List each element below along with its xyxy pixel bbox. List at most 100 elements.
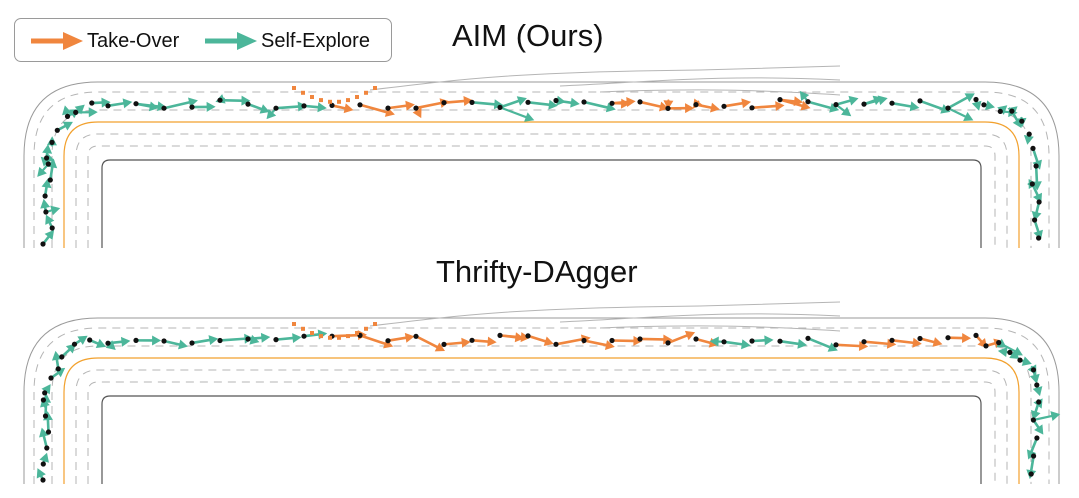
self-explore-arrow-head — [122, 98, 133, 109]
waypoint-marker — [413, 105, 419, 111]
take-over-arrow — [526, 334, 547, 343]
take-over-dot — [337, 335, 341, 340]
self-explore-arrow-head — [1021, 356, 1032, 366]
waypoint-marker — [945, 105, 951, 111]
waypoint-marker — [749, 338, 755, 344]
waypoint-marker — [917, 335, 923, 342]
take-over-arrow-head — [858, 341, 869, 352]
self-explore-arrow-head — [1032, 386, 1043, 397]
waypoint-marker — [245, 336, 251, 342]
self-explore-arrow-head — [266, 109, 277, 120]
self-explore-arrow-head — [62, 105, 72, 116]
self-explore-arrow-head — [317, 102, 327, 113]
take-over-arrow — [442, 99, 466, 105]
road-outer-edge — [23, 81, 1060, 248]
lane-divider — [33, 327, 1050, 484]
take-over-arrow — [638, 100, 662, 108]
self-explore-arrow-head — [829, 102, 840, 113]
self-explore-arrow-head — [41, 178, 52, 189]
waypoint-marker — [45, 161, 51, 167]
self-explore-arrow-head — [516, 96, 527, 106]
waypoint-marker — [1036, 199, 1042, 205]
self-explore-arrow — [946, 106, 967, 118]
waypoint-marker — [1036, 399, 1042, 405]
self-explore-arrow — [498, 99, 520, 109]
waypoint-marker — [721, 339, 727, 345]
road-inner-edge — [101, 395, 982, 484]
take-over-arrow-icon — [31, 32, 83, 50]
waypoint-marker — [441, 100, 447, 106]
waypoint-marker — [693, 102, 699, 108]
waypoint-marker — [42, 413, 49, 419]
self-explore-arrow-head — [1023, 134, 1034, 145]
take-over-arrow — [414, 101, 442, 110]
self-explore-arrow-head — [1050, 411, 1061, 421]
self-explore-arrow — [274, 105, 300, 110]
self-explore-arrow — [218, 337, 246, 342]
waypoint-marker — [983, 343, 989, 349]
waypoint-marker — [87, 337, 93, 343]
self-explore-arrow-head — [42, 144, 53, 154]
take-over-arrow-head — [685, 103, 695, 114]
self-explore-arrow-head — [963, 111, 974, 121]
self-explore-arrow-head — [50, 205, 61, 216]
waypoint-marker — [44, 445, 50, 451]
waypoint-marker — [217, 97, 223, 103]
ramp-line — [369, 65, 841, 91]
waypoint-marker — [1009, 108, 1015, 114]
waypoint-marker — [54, 127, 60, 133]
take-over-dot — [373, 322, 377, 326]
self-explore-arrow-head — [259, 104, 270, 114]
waypoint-marker — [637, 99, 643, 105]
take-over-arrow-head — [663, 100, 674, 110]
self-explore-arrow — [1032, 414, 1053, 422]
legend: Take-Over Self-Explore — [14, 18, 392, 62]
self-explore-arrow-head — [797, 338, 807, 349]
waypoint-marker — [45, 429, 52, 435]
self-explore-arrow-head — [1034, 424, 1044, 435]
take-over-arrow — [442, 341, 464, 346]
take-over-arrow — [582, 339, 608, 347]
waypoint-marker — [49, 139, 55, 145]
take-over-arrow — [666, 334, 689, 345]
track-panel-1 — [23, 301, 1061, 484]
waypoint-marker — [161, 105, 167, 111]
waypoint-marker — [133, 337, 139, 343]
self-explore-arrow-icon — [205, 32, 257, 50]
waypoint-marker — [105, 340, 111, 346]
lane-divider — [51, 345, 1032, 484]
take-over-arrow — [890, 338, 915, 345]
ramp-line — [599, 89, 841, 96]
waypoint-marker — [861, 101, 867, 107]
self-explore-arrow-head — [909, 101, 920, 112]
self-explore-arrow-head — [40, 198, 51, 209]
take-over-dot — [337, 99, 341, 104]
waypoint-marker — [1026, 131, 1032, 137]
self-explore-arrow-head — [37, 166, 47, 177]
ramp-line — [559, 77, 841, 87]
waypoint-marker — [973, 96, 979, 103]
self-explore-arrow-head — [1029, 373, 1040, 384]
lane-divider — [87, 145, 996, 248]
waypoint-marker — [189, 340, 195, 346]
panel-title-aim: AIM (Ours) — [452, 18, 604, 53]
self-explore-arrow-head — [120, 336, 131, 347]
self-explore-arrow-head — [206, 101, 216, 112]
waypoint-marker — [553, 97, 559, 104]
self-explore-arrow-head — [208, 335, 219, 346]
self-explore-arrow — [162, 339, 181, 346]
waypoint-marker — [693, 336, 699, 342]
self-explore-arrow — [526, 101, 551, 107]
self-explore-arrow-head — [77, 335, 88, 345]
take-over-dot — [355, 95, 359, 99]
take-over-arrow-head — [404, 332, 415, 343]
self-explore-arrow-head — [41, 384, 51, 395]
take-over-arrow — [414, 334, 439, 349]
self-explore-arrow-head — [292, 333, 302, 344]
take-over-arrow-head — [405, 100, 415, 111]
take-over-arrow-head — [620, 98, 631, 109]
take-over-arrow — [470, 339, 489, 343]
take-over-arrow-head — [932, 337, 943, 347]
waypoint-marker — [44, 155, 50, 161]
